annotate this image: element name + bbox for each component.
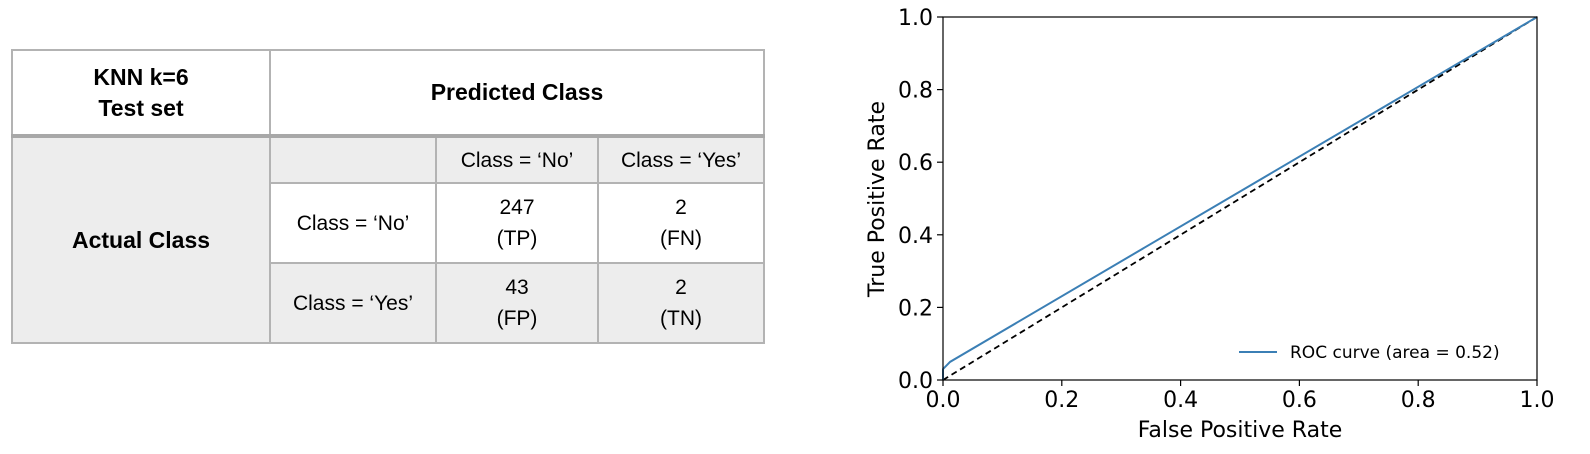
table-corner-cell: KNN k=6 Test set [11, 49, 271, 138]
cell-fn: 2 (FN) [597, 182, 765, 264]
corner-subtitle: Test set [98, 94, 184, 121]
chance-diagonal-line [942, 16, 1538, 381]
y-tick-label: 0.0 [898, 369, 933, 394]
y-tick-label: 1.0 [898, 6, 933, 31]
predicted-class-header: Predicted Class [269, 49, 765, 138]
cell-value: 247 [499, 196, 535, 219]
x-tick-label: 1.0 [1520, 388, 1555, 413]
corner-title: KNN k=6 [93, 63, 189, 90]
plot-frame [942, 16, 1538, 381]
cell-tag: (TP) [496, 227, 538, 250]
confusion-matrix-table: KNN k=6 Test set Predicted Class Actual … [11, 49, 765, 344]
y-tick-label: 0.2 [898, 296, 933, 321]
x-tick-label: 0.6 [1282, 388, 1317, 413]
cell-value: 43 [505, 276, 529, 299]
y-axis-ticks: 0.0 0.2 0.4 0.6 0.8 1.0 [898, 6, 943, 394]
x-tick-label: 0.0 [926, 388, 961, 413]
row-label-no: Class = ‘No’ [269, 182, 437, 264]
cell-tn: 2 (TN) [597, 262, 765, 344]
col-header-yes: Class = ‘Yes’ [597, 135, 765, 184]
y-tick-label: 0.6 [898, 151, 933, 176]
empty-header-cell [269, 135, 437, 184]
x-tick-label: 0.2 [1044, 388, 1079, 413]
cell-fp: 43 (FP) [435, 262, 599, 344]
cell-tag: (FP) [496, 307, 538, 330]
x-axis-label: False Positive Rate [1138, 418, 1342, 443]
actual-class-header: Actual Class [11, 135, 271, 344]
series-layer [942, 16, 1538, 381]
row-label-yes: Class = ‘Yes’ [269, 262, 437, 344]
y-tick-label: 0.4 [898, 224, 933, 249]
col-header-no: Class = ‘No’ [435, 135, 599, 184]
cell-tag: (FN) [660, 227, 702, 250]
cell-value: 2 [675, 276, 687, 299]
x-tick-label: 0.8 [1401, 388, 1436, 413]
x-axis-ticks: 0.0 0.2 0.4 0.6 0.8 1.0 [926, 380, 1555, 413]
y-axis-label: True Positive Rate [865, 101, 890, 298]
cell-value: 2 [675, 196, 687, 219]
x-tick-label: 0.4 [1163, 388, 1198, 413]
y-tick-label: 0.8 [898, 79, 933, 104]
chart-legend: ROC curve (area = 0.52) [1239, 343, 1500, 363]
cell-tp: 247 (TP) [435, 182, 599, 264]
cell-tag: (TN) [660, 307, 702, 330]
legend-label: ROC curve (area = 0.52) [1290, 343, 1500, 363]
